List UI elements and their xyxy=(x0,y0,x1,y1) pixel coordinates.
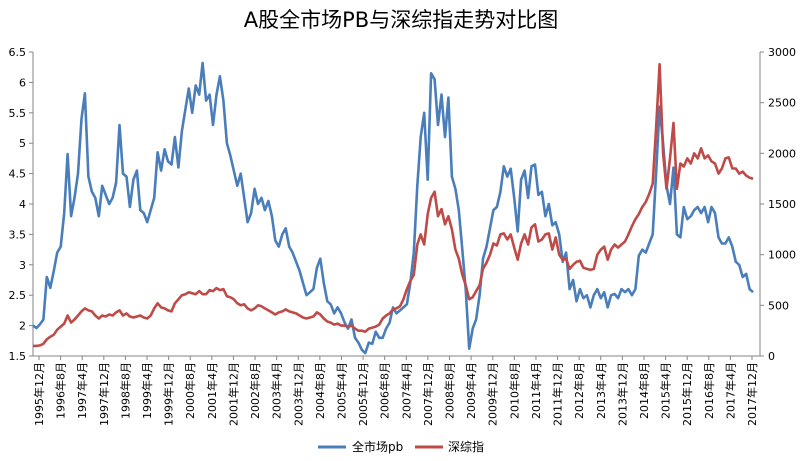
right-tick-label: 2000 xyxy=(768,147,796,160)
left-tick-label: 3 xyxy=(19,259,26,272)
right-axis-ticks: 0 500 1000 1500 2000 2500 3000 xyxy=(760,46,796,363)
x-tick-label: 2007年12月 xyxy=(421,362,435,426)
chart-legend: 全市场pb 深综指 xyxy=(318,439,484,454)
x-tick-label: 1998年8月 xyxy=(118,362,132,419)
x-tick-label: 2017年4月 xyxy=(723,362,737,419)
series-lines xyxy=(32,61,754,355)
legend-label: 全市场pb xyxy=(352,439,403,454)
left-tick-label: 1.5 xyxy=(9,350,27,363)
x-tick-label: 2003年12月 xyxy=(291,362,305,426)
series-line-szzs xyxy=(33,62,754,348)
x-tick-label: 2005年12月 xyxy=(356,362,370,426)
right-tick-label: 500 xyxy=(768,299,789,312)
x-tick-label: 1995年12月 xyxy=(32,362,46,426)
x-tick-label: 2006年8月 xyxy=(378,362,392,419)
left-axis-ticks: 1.5 2 2.5 3 3.5 4 4.5 5 5.5 6 6.5 xyxy=(9,46,33,363)
x-tick-label: 2004年8月 xyxy=(313,362,327,419)
series-line-pb xyxy=(32,61,754,355)
x-tick-label: 2008年8月 xyxy=(443,362,457,419)
left-tick-label: 2.5 xyxy=(9,289,27,302)
x-tick-label: 2002年8月 xyxy=(248,362,262,419)
right-tick-label: 0 xyxy=(768,350,775,363)
x-tick-label: 2001年12月 xyxy=(226,362,240,426)
x-tick-label: 2001年4月 xyxy=(205,362,219,419)
x-tick-label: 2005年4月 xyxy=(334,362,348,419)
x-tick-label: 2011年4月 xyxy=(529,362,543,419)
x-tick-label: 1997年4月 xyxy=(75,362,89,419)
x-tick-label: 1996年8月 xyxy=(54,362,68,419)
x-tick-label: 2011年12月 xyxy=(551,362,565,426)
x-tick-label: 2013年4月 xyxy=(594,362,608,419)
left-tick-label: 6 xyxy=(19,76,26,89)
right-tick-label: 3000 xyxy=(768,46,796,59)
legend-label: 深综指 xyxy=(448,439,484,454)
chart-title: A股全市场PB与深综指走势对比图 xyxy=(244,8,558,32)
x-tick-label: 1997年12月 xyxy=(97,362,111,426)
x-tick-label: 2003年4月 xyxy=(270,362,284,419)
right-tick-label: 2500 xyxy=(768,97,796,110)
left-tick-label: 3.5 xyxy=(9,228,27,241)
x-tick-label: 2009年12月 xyxy=(486,362,500,426)
x-tick-label: 2015年4月 xyxy=(659,362,673,419)
left-tick-label: 5 xyxy=(19,137,26,150)
left-tick-label: 6.5 xyxy=(9,46,27,59)
x-tick-label: 2016年8月 xyxy=(702,362,716,419)
chart-axes xyxy=(32,52,761,357)
x-tick-label: 2013年12月 xyxy=(615,362,629,426)
x-tick-label: 2007年4月 xyxy=(399,362,413,419)
left-tick-label: 4.5 xyxy=(9,168,27,181)
x-tick-label: 1999年12月 xyxy=(162,362,176,426)
right-tick-label: 1500 xyxy=(768,198,796,211)
right-tick-label: 1000 xyxy=(768,249,796,262)
left-tick-label: 4 xyxy=(19,198,26,211)
x-tick-label: 2012年8月 xyxy=(572,362,586,419)
x-tick-label: 2010年8月 xyxy=(507,362,521,419)
x-tick-label: 2015年12月 xyxy=(680,362,694,426)
x-tick-label: 2000年8月 xyxy=(183,362,197,419)
x-tick-label: 2017年12月 xyxy=(745,362,759,426)
x-tick-label: 2014年8月 xyxy=(637,362,651,419)
x-tick-label: 1999年4月 xyxy=(140,362,154,419)
x-tick-label: 2009年4月 xyxy=(464,362,478,419)
left-tick-label: 5.5 xyxy=(9,107,27,120)
x-axis-ticks: 1995年12月 1996年8月 1997年4月 1997年12月 1998年8月 199… xyxy=(32,356,759,426)
left-tick-label: 2 xyxy=(19,320,26,333)
